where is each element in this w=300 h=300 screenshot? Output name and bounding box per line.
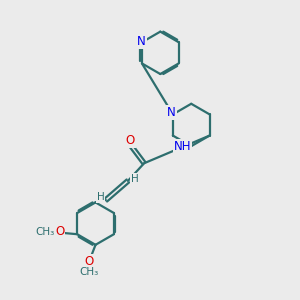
Text: O: O <box>84 255 94 268</box>
Text: O: O <box>126 134 135 147</box>
Text: CH₃: CH₃ <box>80 268 99 278</box>
Text: CH₃: CH₃ <box>35 227 54 237</box>
Text: H: H <box>97 192 104 202</box>
Text: O: O <box>55 225 64 239</box>
Text: NH: NH <box>174 140 191 153</box>
Text: H: H <box>130 174 138 184</box>
Text: N: N <box>137 35 146 48</box>
Text: N: N <box>167 106 176 119</box>
